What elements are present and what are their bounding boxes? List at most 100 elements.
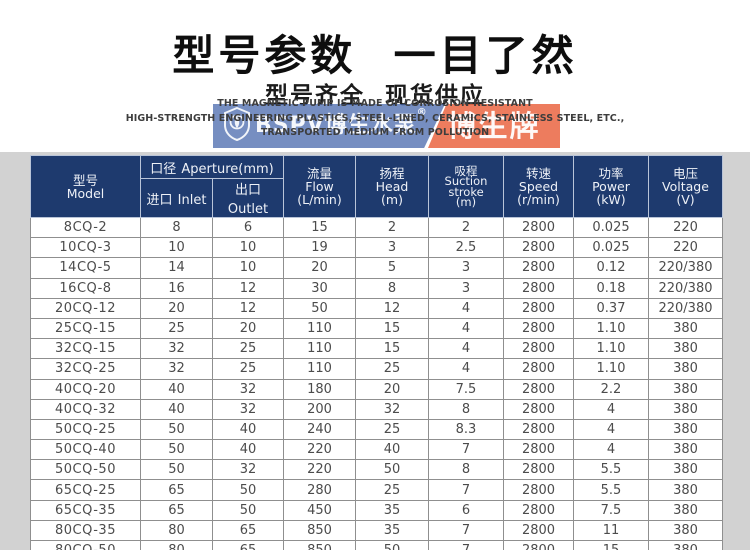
cell-suction: 8 — [428, 398, 504, 420]
cell-suction: 2 — [428, 216, 504, 239]
cell-voltage: 220 — [648, 216, 723, 239]
cell-model: 40CQ-20 — [30, 378, 141, 400]
cell-speed: 2800 — [503, 519, 574, 542]
cell-inlet: 80 — [140, 519, 213, 542]
cell-power: 0.18 — [573, 277, 649, 299]
cell-head: 40 — [355, 439, 429, 461]
cell-speed: 2800 — [503, 237, 574, 259]
table-row: 50CQ-25 50 40 240 25 8.3 2800 4 380 — [30, 418, 723, 441]
cell-suction: 4 — [428, 338, 504, 360]
cell-speed: 2800 — [503, 216, 574, 239]
cell-speed: 2800 — [503, 257, 574, 279]
cell-outlet: 25 — [212, 338, 284, 360]
cell-outlet: 20 — [212, 317, 284, 340]
col-outlet-en: Outlet — [227, 202, 269, 217]
col-header-voltage: 电压 Voltage (V) — [648, 155, 723, 218]
cell-suction: 3 — [428, 257, 504, 279]
col-header-flow: 流量 Flow (L/min) — [283, 155, 356, 218]
cell-inlet: 50 — [140, 418, 213, 441]
cell-head: 2 — [355, 216, 429, 239]
cell-outlet: 25 — [212, 358, 284, 380]
description-line-2: HIGH-STRENGTH ENGINEERING PLASTICS, STEE… — [125, 112, 625, 124]
cell-flow: 850 — [283, 519, 356, 542]
cell-inlet: 65 — [140, 479, 213, 501]
cell-suction: 4 — [428, 317, 504, 340]
brand-watermark-orange-band: 博生牌 — [428, 104, 560, 148]
col-model-zh: 型号 — [72, 172, 98, 188]
cell-flow: 110 — [283, 317, 356, 340]
cell-power: 4 — [573, 418, 649, 441]
cell-head: 8 — [355, 277, 429, 299]
cell-speed: 2800 — [503, 418, 574, 441]
cell-speed: 2800 — [503, 459, 574, 481]
cell-head: 25 — [355, 358, 429, 380]
cell-outlet: 12 — [212, 277, 284, 299]
cell-flow: 50 — [283, 297, 356, 319]
cell-voltage: 380 — [648, 398, 723, 420]
cell-suction: 4 — [428, 358, 504, 380]
col-aperture-en: Aperture(mm) — [181, 161, 274, 177]
cell-inlet: 50 — [140, 459, 213, 481]
col-header-outlet: 出口 Outlet — [212, 178, 284, 218]
cell-speed: 2800 — [503, 439, 574, 461]
col-head-zh: 扬程 — [379, 166, 405, 181]
cell-flow: 450 — [283, 499, 356, 521]
cell-flow: 180 — [283, 378, 356, 400]
table-row: 80CQ-508065850507280015380 — [30, 539, 723, 550]
cell-voltage: 380 — [648, 418, 723, 441]
cell-head: 50 — [355, 539, 429, 550]
brand-shield-icon — [223, 106, 251, 145]
cell-model: 50CQ-25 — [30, 418, 141, 441]
cell-flow: 200 — [283, 398, 356, 420]
table-row: 80CQ-35 80 65 850 35 7 2800 11 380 — [30, 519, 723, 542]
col-header-speed: 转速 Speed (r/min) — [503, 155, 574, 218]
cell-head: 20 — [355, 378, 429, 400]
cell-head: 12 — [355, 297, 429, 319]
cell-power: 0.025 — [573, 216, 649, 239]
cell-model: 16CQ-8 — [30, 277, 141, 299]
col-voltage-unit: (V) — [676, 192, 695, 207]
cell-head: 5 — [355, 257, 429, 279]
col-voltage-zh: 电压 — [672, 166, 698, 181]
cell-power: 5.5 — [573, 459, 649, 481]
cell-speed: 2800 — [503, 539, 574, 550]
table-row: 40CQ-20 40 32 180 20 7.5 2800 2.2 380 — [30, 378, 723, 400]
cell-inlet: 10 — [140, 237, 213, 259]
col-suction-zh: 吸程 — [454, 163, 478, 178]
cell-flow: 30 — [283, 277, 356, 299]
cell-flow: 19 — [283, 237, 356, 259]
cell-inlet: 14 — [140, 257, 213, 279]
col-flow-zh: 流量 — [306, 166, 332, 181]
cell-suction: 7 — [428, 479, 504, 501]
cell-head: 25 — [355, 479, 429, 501]
table-row: 8CQ-2 8 6 15 2 2 2800 0.025 220 — [30, 216, 723, 239]
cell-outlet: 50 — [212, 499, 284, 521]
spec-table-header: 型号 Model 口径 Aperture(mm) 流量 Flow (L/min)… — [30, 155, 723, 218]
cell-speed: 2800 — [503, 297, 574, 319]
col-power-zh: 功率 — [598, 166, 624, 181]
col-inlet-zh: 进口 — [146, 192, 173, 208]
cell-voltage: 220/380 — [648, 277, 723, 299]
cell-head: 15 — [355, 317, 429, 340]
cell-flow: 240 — [283, 418, 356, 441]
cell-model: 14CQ-5 — [30, 257, 141, 279]
cell-model: 20CQ-12 — [30, 297, 141, 319]
col-header-head: 扬程 Head (m) — [355, 155, 429, 218]
cell-head: 3 — [355, 237, 429, 259]
table-row: 10CQ-3 10 10 19 3 2.5 2800 0.025 220 — [30, 237, 723, 259]
cell-inlet: 40 — [140, 378, 213, 400]
cell-model: 50CQ-40 — [30, 439, 141, 461]
table-row: 65CQ-25 65 50 280 25 7 2800 5.5 380 — [30, 479, 723, 501]
cell-voltage: 220/380 — [648, 297, 723, 319]
cell-outlet: 65 — [212, 519, 284, 542]
spec-table: 型号 Model 口径 Aperture(mm) 流量 Flow (L/min)… — [30, 155, 723, 550]
cell-speed: 2800 — [503, 499, 574, 521]
cell-inlet: 25 — [140, 317, 213, 340]
cell-suction: 4 — [428, 297, 504, 319]
cell-power: 0.12 — [573, 257, 649, 279]
cell-inlet: 65 — [140, 499, 213, 521]
cell-model: 80CQ-50 — [30, 539, 141, 550]
col-head-unit: (m) — [381, 192, 403, 207]
cell-power: 1.10 — [573, 358, 649, 380]
